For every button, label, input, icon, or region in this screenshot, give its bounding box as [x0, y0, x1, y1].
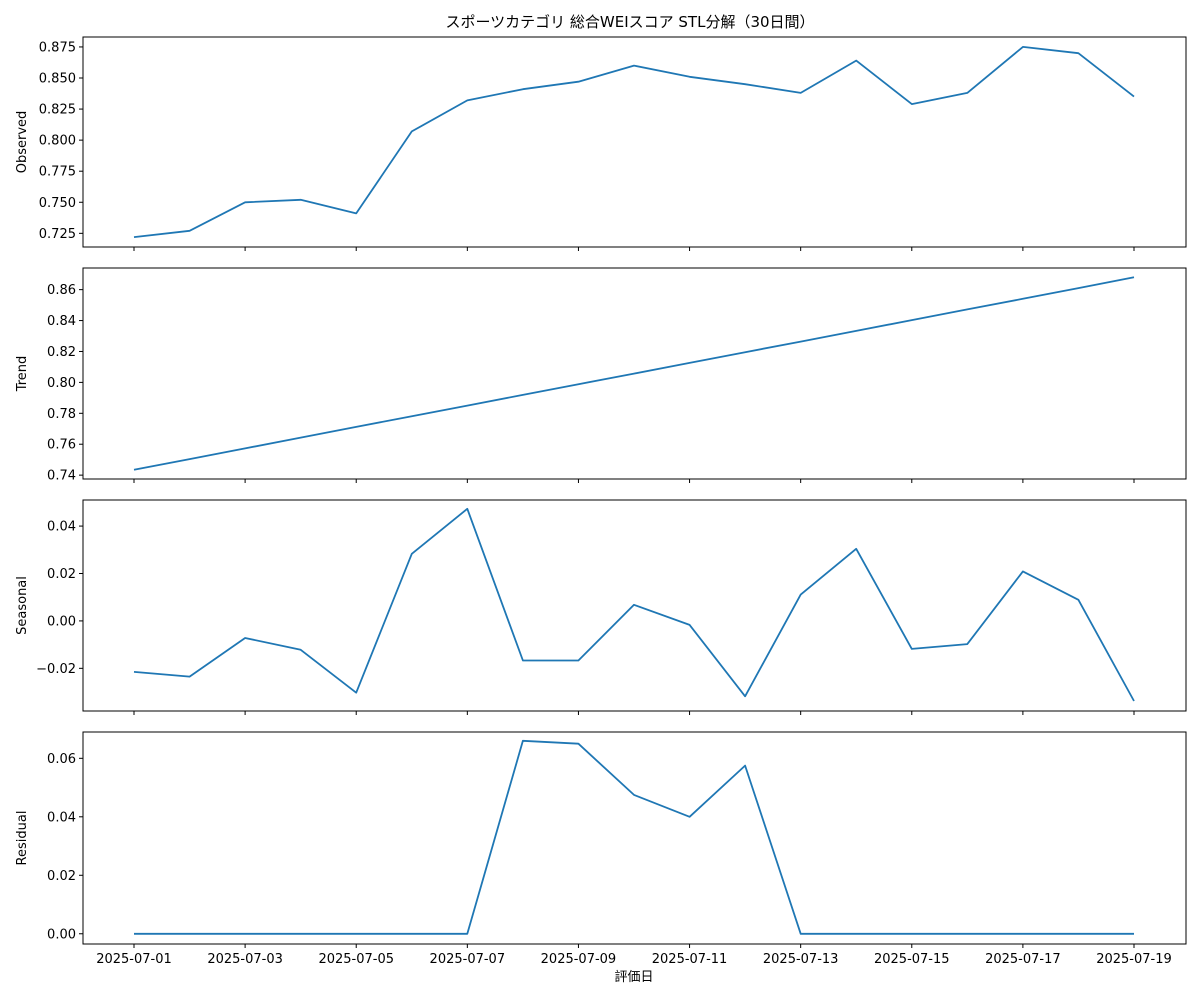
- y-tick-label: 0.825: [39, 103, 76, 118]
- y-tick-label: 0.78: [47, 407, 76, 422]
- y-tick-label: 0.80: [47, 376, 76, 391]
- x-tick-label: 2025-07-19: [1096, 952, 1172, 967]
- x-tick-label: 2025-07-07: [430, 952, 506, 967]
- y-tick-label: 0.86: [47, 283, 76, 298]
- x-tick-label: 2025-07-05: [318, 952, 394, 967]
- x-tick-label: 2025-07-11: [652, 952, 728, 967]
- y-tick-label: 0.76: [47, 438, 76, 453]
- plot-frame: [82, 731, 1187, 945]
- x-tick-label: 2025-07-15: [874, 952, 950, 967]
- panel-trend: 0.74 0.76 0.78 0.80 0.82 0.84 0.86 Trend: [15, 267, 1187, 484]
- y-tick-label: 0.84: [47, 314, 76, 329]
- x-axis-label: 評価日: [614, 970, 653, 985]
- series-line-seasonal: [133, 507, 1135, 702]
- series-line-trend: [133, 276, 1135, 471]
- y-axis-label: Seasonal: [15, 576, 30, 635]
- x-tick-label: 2025-07-03: [207, 952, 283, 967]
- y-tick-label: 0.800: [39, 134, 76, 149]
- y-tick-label: 0.875: [39, 40, 76, 55]
- x-tick-label: 2025-07-17: [985, 952, 1061, 967]
- y-tick-label: 0.00: [47, 614, 76, 629]
- plot-frame: [82, 36, 1187, 248]
- x-tick-label: 2025-07-09: [541, 952, 617, 967]
- panel-seasonal: −0.02 0.00 0.02 0.04 Seasonal: [15, 499, 1187, 715]
- y-tick-label: 0.82: [47, 345, 76, 360]
- y-axis-label: Residual: [15, 811, 30, 866]
- plot-frame: [82, 499, 1187, 712]
- y-tick-label: 0.04: [47, 810, 76, 825]
- y-tick-label: −0.02: [36, 662, 76, 677]
- y-tick-label: 0.02: [47, 869, 76, 884]
- y-tick-label: 0.750: [39, 196, 76, 211]
- x-tick-label: 2025-07-01: [96, 952, 172, 967]
- x-tick-label: 2025-07-13: [763, 952, 839, 967]
- y-tick-label: 0.74: [47, 469, 76, 484]
- series-line-residual: [134, 739, 1134, 935]
- y-tick-label: 0.725: [39, 227, 76, 242]
- plot-frame: [82, 267, 1187, 480]
- y-tick-label: 0.04: [47, 520, 76, 535]
- y-tick-label: 0.02: [47, 567, 76, 582]
- y-axis-label: Trend: [15, 356, 30, 393]
- y-tick-label: 0.06: [47, 752, 76, 767]
- panel-observed: 0.725 0.750 0.775 0.800 0.825 0.850 0.875 Obser…: [15, 36, 1187, 251]
- y-axis-label: Observed: [15, 111, 30, 174]
- y-tick-label: 0.850: [39, 72, 76, 87]
- y-tick-label: 0.00: [47, 927, 76, 942]
- y-tick-label: 0.775: [39, 165, 76, 180]
- series-line-observed: [133, 46, 1135, 238]
- chart-title: スポーツカテゴリ 総合WEIスコア STL分解（30日間）: [445, 13, 814, 31]
- panel-residual: 0.00 0.02 0.04 0.06 2025-07-01 2025-07-03 2025…: [15, 731, 1187, 967]
